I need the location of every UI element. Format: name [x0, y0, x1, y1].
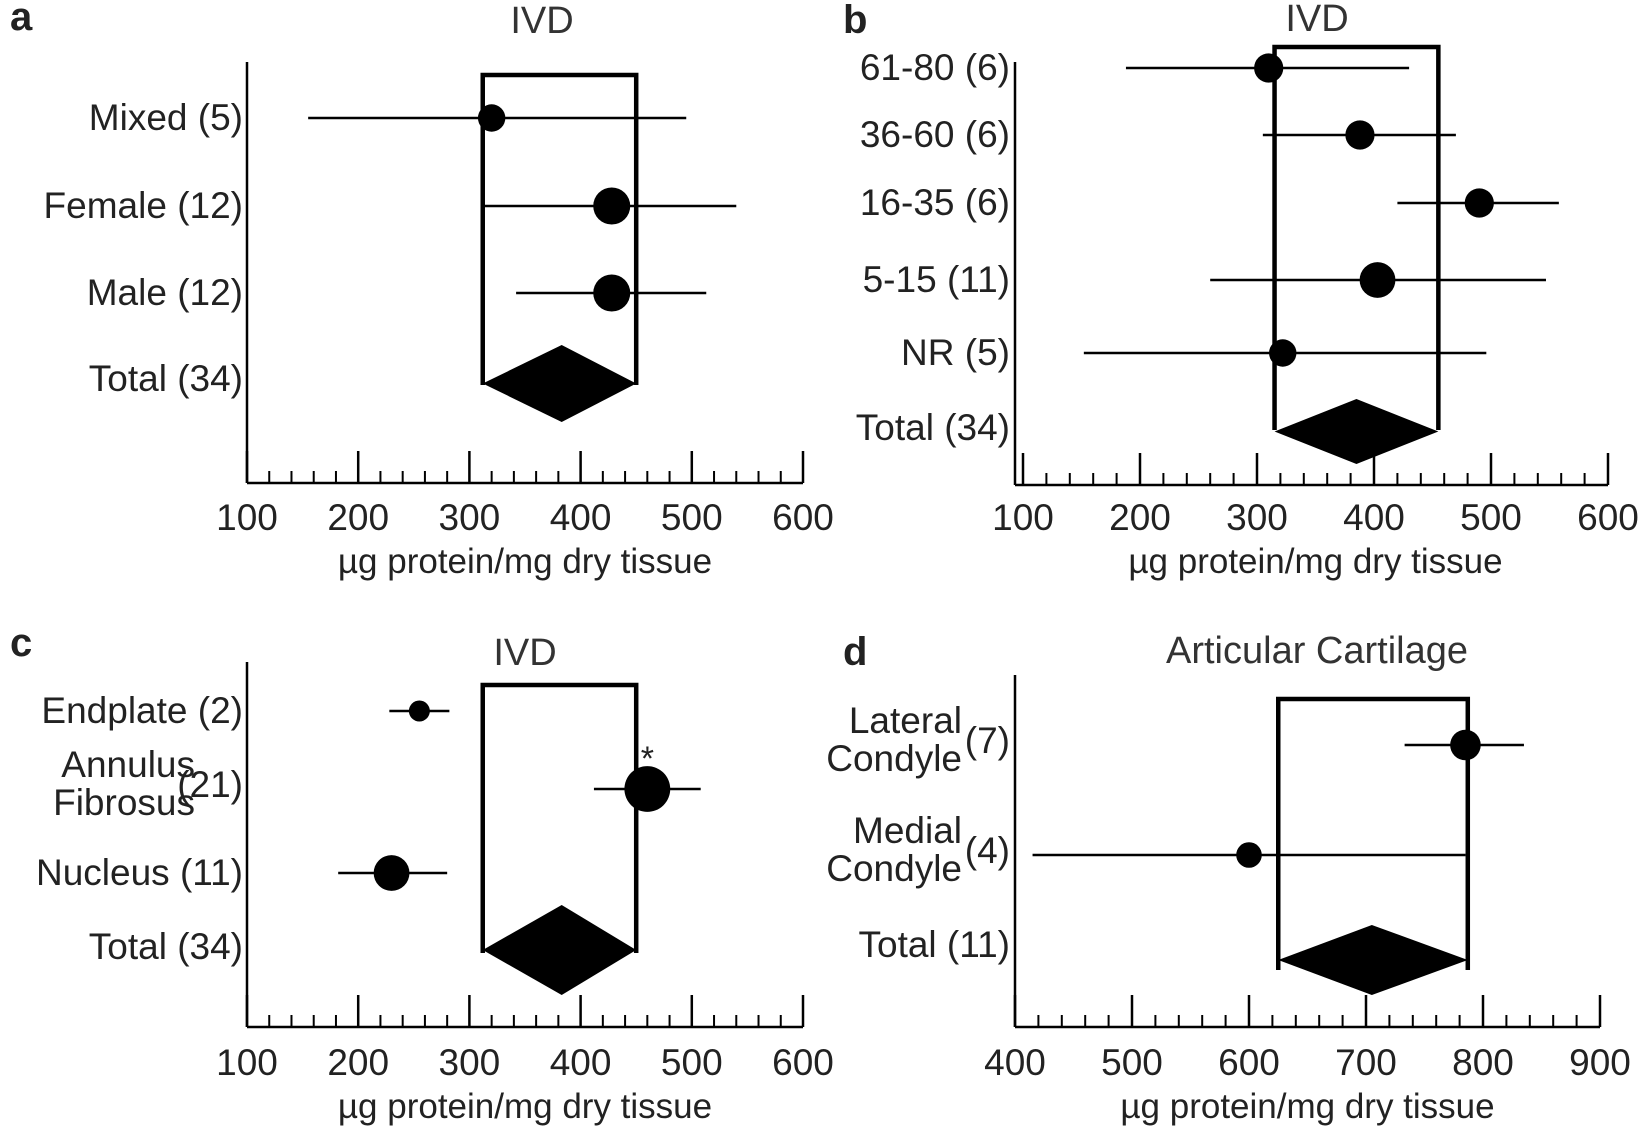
tick-label: 600	[772, 497, 834, 538]
row-label: 61-80 (6)	[860, 47, 1010, 88]
tick-label: 300	[439, 1042, 501, 1083]
x-axis-label: µg protein/mg dry tissue	[1128, 542, 1502, 581]
tick-label: 700	[1335, 1042, 1397, 1083]
row-count: (4)	[965, 830, 1010, 871]
tick-label: 900	[1569, 1042, 1631, 1083]
point-estimate	[1359, 262, 1396, 298]
row-label: Male (12)	[87, 272, 243, 313]
row-label: Medial Condyle	[826, 810, 962, 889]
forest-panel-d: d Articular Cartilage 400 500 600 700 800 900 µg…	[826, 630, 1631, 1126]
pooled-diamond	[1278, 925, 1468, 995]
row-label: Annulus Fibrosus	[53, 744, 195, 823]
x-axis-label: µg protein/mg dry tissue	[338, 542, 712, 581]
row-label: Total (34)	[89, 926, 243, 967]
panel-title: IVD	[1285, 0, 1348, 40]
panel-letter: d	[843, 630, 867, 674]
point-estimate	[373, 855, 410, 891]
tick-label: 500	[1101, 1042, 1163, 1083]
x-axis-label: µg protein/mg dry tissue	[338, 1087, 712, 1126]
tick-label: 400	[1343, 497, 1405, 538]
point-estimate	[1254, 53, 1284, 83]
row-label: Endplate (2)	[41, 690, 243, 731]
tick-label: 100	[216, 1042, 278, 1083]
tick-label: 800	[1452, 1042, 1514, 1083]
row-label: 36-60 (6)	[860, 114, 1010, 155]
point-estimate	[593, 187, 631, 225]
pooled-ci-box	[480, 682, 639, 953]
point-estimate	[624, 766, 671, 812]
row-count: (21)	[177, 764, 243, 805]
row-label-line: Fibrosus	[53, 782, 195, 823]
tick-label: 300	[439, 497, 501, 538]
pooled-diamond	[482, 345, 637, 422]
tick-label: 400	[984, 1042, 1046, 1083]
point-estimate	[1464, 188, 1494, 218]
pooled-ci-box	[1272, 44, 1441, 430]
pooled-ci-box	[1276, 696, 1471, 970]
tick-label: 200	[1109, 497, 1171, 538]
tick-label: 600	[772, 1042, 834, 1083]
point-estimate	[408, 700, 430, 722]
panel-title: IVD	[493, 632, 556, 674]
point-estimate	[1450, 729, 1481, 761]
point-estimate	[1236, 842, 1262, 868]
point-estimate	[477, 104, 506, 132]
tick-label: 600	[1577, 497, 1639, 538]
tick-label: 300	[1226, 497, 1288, 538]
forest-panel-b: b IVD 100 200 300 400 500 600 µg protein/mg dry …	[843, 0, 1639, 581]
row-label: Mixed (5)	[89, 97, 243, 138]
pooled-diamond	[1274, 399, 1439, 464]
tick-label: 600	[1218, 1042, 1280, 1083]
row-label: 5-15 (11)	[863, 259, 1010, 300]
pooled-diamond	[482, 905, 637, 995]
point-estimate	[593, 274, 631, 312]
row-label: Lateral Condyle	[826, 700, 962, 779]
pooled-ci-box	[480, 72, 639, 385]
row-label: Nucleus (11)	[36, 852, 243, 893]
row-label: NR (5)	[901, 332, 1010, 373]
row-label-line: Condyle	[826, 848, 962, 889]
x-axis-label: µg protein/mg dry tissue	[1120, 1087, 1494, 1126]
panel-letter: c	[10, 621, 32, 665]
tick-label: 500	[1460, 497, 1522, 538]
forest-panel-a: a IVD 100 200 300 400 500 600 µg protein/mg dry …	[10, 0, 834, 581]
panel-title: Articular Cartilage	[1166, 630, 1468, 672]
tick-label: 400	[550, 497, 612, 538]
forest-panel-c: c IVD 100 200 300 400 500 600 µg protein/mg dry …	[10, 621, 834, 1126]
tick-label: 200	[327, 497, 389, 538]
tick-label: 100	[992, 497, 1054, 538]
row-label-line: Medial	[853, 810, 962, 851]
row-label: Total (34)	[856, 407, 1010, 448]
row-label-line: Annulus	[61, 744, 195, 785]
row-label: Total (11)	[859, 924, 1011, 965]
significance-marker: *	[641, 740, 654, 778]
point-estimate	[1345, 120, 1375, 150]
row-label: 16-35 (6)	[860, 182, 1010, 223]
tick-label: 400	[550, 1042, 612, 1083]
row-label-line: Condyle	[826, 738, 962, 779]
row-label: Total (34)	[89, 358, 243, 399]
tick-label: 200	[327, 1042, 389, 1083]
row-label-line: Lateral	[849, 700, 962, 741]
tick-label: 500	[661, 497, 723, 538]
panel-letter: a	[10, 0, 33, 39]
tick-label: 500	[661, 1042, 723, 1083]
panel-letter: b	[843, 0, 867, 42]
row-count: (7)	[965, 720, 1010, 761]
tick-label: 100	[216, 497, 278, 538]
panel-title: IVD	[510, 0, 573, 42]
row-label: Female (12)	[44, 185, 243, 226]
point-estimate	[1269, 339, 1297, 367]
